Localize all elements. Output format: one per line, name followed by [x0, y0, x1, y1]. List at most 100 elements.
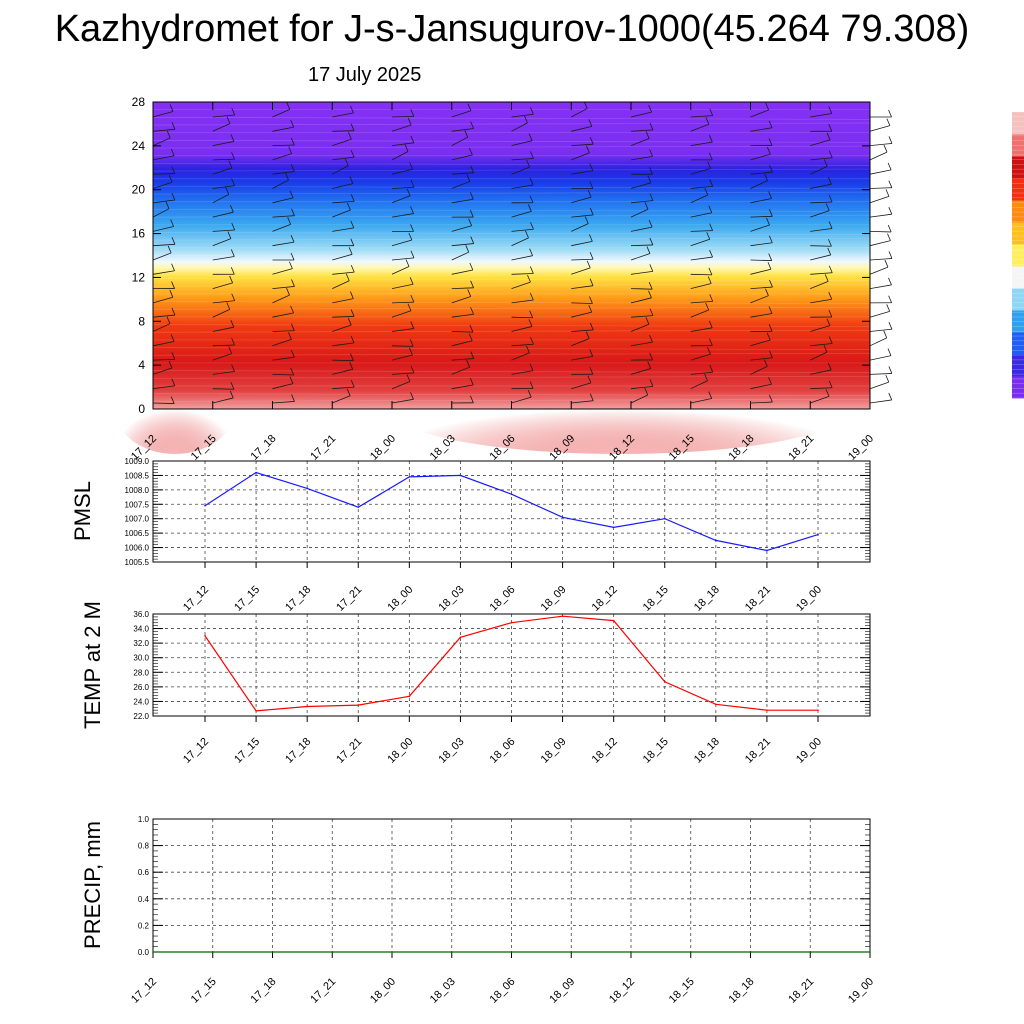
wind-barb-flag [350, 123, 355, 131]
wind-barb-flag [226, 302, 231, 310]
line-panel-3: 0.0 0.2 0.4 0.6 0.8 1.0 17_12 17_15 17_18 17_21 18… [80, 815, 876, 1006]
wind-barb-flag [529, 363, 534, 371]
wind-barb [750, 259, 772, 261]
wind-barb [391, 124, 412, 132]
wind-barb [630, 297, 652, 304]
x-tick-label: 17_15 [232, 584, 262, 614]
wind-barb [750, 109, 769, 118]
wind-barb [511, 299, 534, 304]
wind-barb [272, 108, 290, 118]
data-point [459, 636, 462, 639]
y-tick-label: 34.0 [133, 625, 149, 634]
wind-barb [750, 224, 770, 232]
x-tick-label: 18_03 [436, 736, 466, 766]
wind-barb [332, 209, 351, 218]
wind-barb-flag [171, 378, 176, 386]
wind-barb-flag [583, 101, 588, 109]
wind-barb-flag [231, 293, 236, 301]
y-tick-label: 0.4 [138, 895, 150, 904]
wind-barb-flag [350, 238, 355, 246]
wind-barb [332, 342, 355, 347]
data-point [408, 476, 411, 478]
wind-barb [152, 155, 175, 161]
wind-barb-flag [345, 273, 350, 281]
wind-barb [750, 127, 773, 132]
wind-barb [869, 213, 892, 218]
wind-barb [571, 382, 592, 390]
x-tick-label: 17_21 [334, 736, 364, 766]
wind-barb [630, 138, 650, 146]
wind-barb [272, 179, 289, 189]
wind-barb-flag [350, 149, 355, 158]
x-tick-label: 18_09 [539, 584, 569, 614]
wind-barb [332, 156, 355, 161]
y-tick-label: 0.6 [138, 868, 150, 877]
wind-barb-flag [649, 352, 653, 361]
wind-barb [511, 343, 534, 347]
wind-barb-flag [888, 251, 893, 259]
wind-barb-flag [884, 259, 889, 268]
wind-barb-flag [827, 247, 832, 256]
wind-barb-flag [589, 349, 594, 357]
wind-barb [332, 201, 355, 204]
wind-barb [332, 368, 353, 375]
wind-barb [690, 194, 708, 204]
x-tick-label: 17_18 [249, 976, 279, 1006]
contour-line [152, 191, 871, 195]
wind-barb-flag [410, 365, 415, 374]
wind-barb [810, 351, 828, 361]
wind-barb [750, 268, 772, 275]
wind-barb [750, 215, 773, 218]
wind-barb-flag [888, 295, 892, 303]
wind-barb [869, 399, 892, 404]
wind-barb [810, 387, 833, 390]
wind-barb [690, 273, 712, 276]
wind-barb [869, 310, 890, 318]
y-tick-label: 12 [132, 270, 146, 284]
data-point [817, 709, 819, 711]
wind-barb [272, 374, 294, 376]
wind-barb-flag [588, 234, 593, 242]
wind-barb [152, 358, 175, 361]
wind-barb-flag [708, 267, 713, 276]
wind-barb [451, 128, 474, 132]
wind-barb-flag [291, 279, 295, 287]
wind-barb-flag [887, 162, 892, 171]
wind-barb-flag [170, 148, 175, 156]
wind-barb-flag [529, 292, 534, 301]
y-tick-label: 1009.0 [125, 457, 150, 466]
contour-line [152, 145, 871, 149]
data-point [766, 549, 768, 552]
wind-barb [571, 267, 591, 275]
wind-barb-flag [344, 158, 349, 166]
wind-barb-flag [290, 305, 294, 314]
wind-barb-flag [584, 216, 589, 224]
y-tick-label: 1.0 [138, 815, 150, 824]
wind-barb [690, 398, 712, 404]
wind-barb-flag [589, 137, 594, 145]
wind-barb-flag [410, 392, 414, 400]
wind-barb-flag [529, 266, 534, 274]
data-point [450, 951, 453, 953]
wind-barb [451, 384, 474, 390]
wind-barb-flag [409, 277, 414, 285]
wind-barb-flag [286, 287, 290, 296]
y-tick-label: 1008.5 [125, 471, 150, 480]
wind-barb [571, 258, 594, 261]
wind-barb [750, 339, 771, 347]
wind-barb-flag [828, 336, 833, 344]
x-tick-label: 18_21 [743, 584, 773, 614]
wind-barb [690, 371, 713, 375]
wind-barb-flag [888, 392, 893, 401]
wind-barb-flag [350, 220, 355, 229]
wind-barb [451, 154, 473, 161]
wind-barb [869, 125, 890, 132]
wind-barb-flag [888, 136, 893, 144]
data-point [766, 709, 768, 711]
wind-barb [212, 123, 231, 132]
y-tick-label: 1006.5 [125, 529, 150, 538]
wind-barb-flag [883, 330, 888, 338]
wind-barb-flag [768, 138, 773, 146]
wind-barb [690, 256, 713, 261]
wind-barb [451, 296, 471, 304]
